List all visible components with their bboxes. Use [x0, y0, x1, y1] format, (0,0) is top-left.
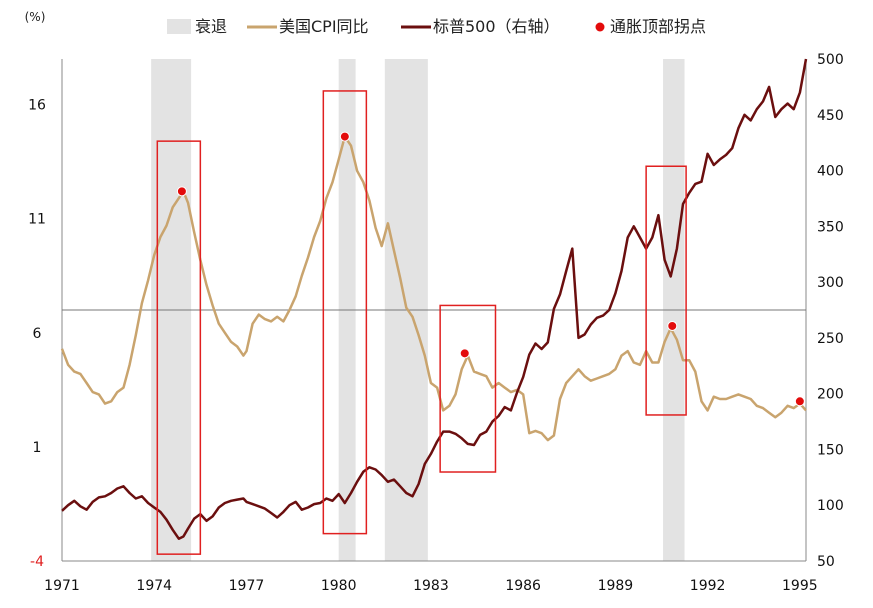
inflation-peak-marker-5	[794, 396, 805, 407]
x-tick-label: 1977	[229, 578, 265, 594]
legend-recession-label: 衰退	[195, 17, 227, 36]
highlight-box-3	[439, 304, 497, 473]
sp500-series	[61, 58, 808, 540]
inflation-peak-marker-4	[667, 320, 678, 331]
inflation-peak-marker-3	[459, 348, 470, 359]
right-y-tick-label: 200	[817, 387, 844, 403]
right-y-tick-label: 350	[817, 219, 844, 235]
x-tick-label: 1983	[413, 578, 449, 594]
x-tick-label: 1989	[598, 578, 634, 594]
legend-peak-marker	[595, 22, 605, 32]
legend-cpi-label: 美国CPI同比	[279, 17, 369, 36]
highlight-boxes	[156, 90, 687, 555]
left-y-tick-label: 11	[28, 212, 46, 228]
right-y-tick-label: 100	[817, 498, 844, 514]
highlight-box-1	[156, 140, 202, 555]
legend-peak-label: 通胀顶部拐点	[610, 17, 706, 36]
highlight-box-2	[322, 90, 368, 535]
x-tick-label: 1986	[505, 578, 541, 594]
left-y-tick-label: -4	[30, 554, 44, 570]
legend-recession-swatch	[167, 19, 191, 34]
left-axis-unit: (%)	[25, 10, 46, 24]
right-y-tick-label: 400	[817, 164, 844, 180]
x-tick-label: 1995	[782, 578, 818, 594]
right-y-tick-label: 50	[817, 554, 835, 570]
inflation-peak-markers	[176, 131, 805, 407]
tick-labels: 1971 1974 1977 1980 1983 1986 1989 1992 1995-416…	[28, 52, 844, 594]
inflation-peak-marker-1	[176, 186, 187, 197]
legend-sp500-label: 标普500（右轴）	[433, 17, 560, 36]
right-y-tick-label: 250	[817, 331, 844, 347]
highlight-box-4	[645, 165, 687, 416]
sp500-line	[61, 58, 808, 540]
axes	[61, 59, 807, 562]
right-y-tick-label: 500	[817, 52, 844, 68]
left-y-tick-label: 1	[33, 440, 42, 456]
x-tick-label: 1980	[321, 578, 357, 594]
right-y-tick-label: 150	[817, 442, 844, 458]
x-tick-label: 1974	[136, 578, 172, 594]
inflation-peak-marker-2	[339, 131, 350, 142]
left-y-tick-label: 16	[28, 98, 46, 114]
right-y-tick-label: 300	[817, 275, 844, 291]
legend: 衰退 美国CPI同比 标普500（右轴） 通胀顶部拐点	[167, 17, 706, 36]
x-tick-label: 1992	[690, 578, 726, 594]
right-y-tick-label: 450	[817, 108, 844, 124]
x-tick-label: 1971	[44, 578, 80, 594]
left-y-tick-label: 6	[33, 326, 42, 342]
